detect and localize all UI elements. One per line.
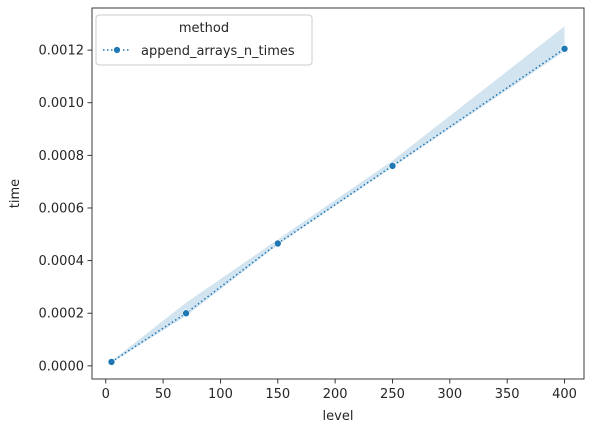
data-point: [561, 45, 568, 52]
y-tick-label: 0.0008: [39, 149, 85, 164]
x-tick-label: 150: [265, 387, 290, 402]
y-axis-label: time: [8, 179, 23, 208]
x-axis-ticks: 0 50 100 150 200 250 300 350 400: [102, 379, 577, 402]
x-tick-label: 200: [323, 387, 348, 402]
y-tick-label: 0.0006: [39, 201, 85, 216]
y-tick-label: 0.0000: [39, 359, 85, 374]
y-tick-label: 0.0002: [39, 307, 85, 322]
x-tick-label: 350: [495, 387, 520, 402]
x-tick-label: 50: [155, 387, 172, 402]
data-point: [389, 162, 396, 169]
legend: method append_arrays_n_times: [96, 15, 312, 65]
data-point: [274, 240, 281, 247]
legend-title: method: [179, 21, 229, 36]
data-point: [108, 358, 115, 365]
x-tick-label: 250: [380, 387, 405, 402]
y-tick-label: 0.0012: [39, 44, 85, 59]
y-tick-label: 0.0010: [39, 96, 85, 111]
x-tick-label: 100: [208, 387, 233, 402]
x-tick-label: 0: [102, 387, 110, 402]
confidence-band: [112, 26, 565, 362]
y-tick-label: 0.0004: [39, 254, 85, 269]
x-axis-label: level: [323, 409, 354, 424]
legend-marker-swatch: [113, 46, 120, 53]
data-point: [182, 310, 189, 317]
x-tick-label: 300: [437, 387, 462, 402]
y-axis-ticks: 0.0000 0.0002 0.0004 0.0006 0.0008 0.0010 0.00…: [39, 44, 93, 375]
x-tick-label: 400: [552, 387, 577, 402]
legend-entry-label: append_arrays_n_times: [141, 44, 295, 59]
